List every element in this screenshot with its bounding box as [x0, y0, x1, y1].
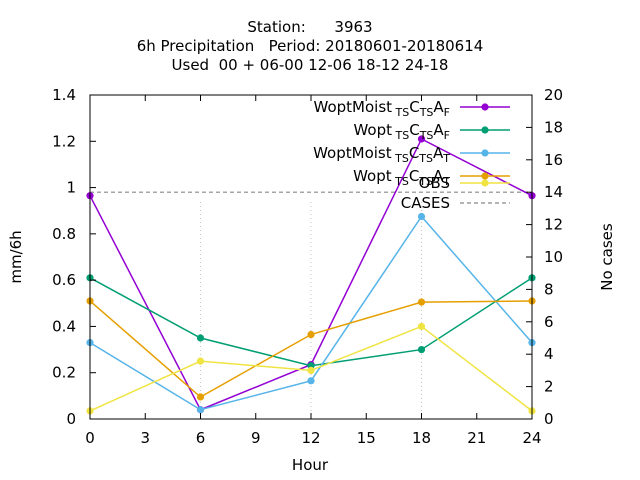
x-tick-label: 21 [467, 429, 486, 447]
data-series [86, 135, 536, 415]
legend-label: WoptMoist TSCTSAT [313, 144, 450, 165]
series-point [196, 393, 205, 401]
chart-title: Station: 3963 6h Precipitation Period: 2… [137, 18, 484, 74]
y2-tick-label: 0 [544, 410, 554, 428]
y2-tick-label: 16 [544, 151, 563, 169]
legend-entry: Wopt TSCTSAT [353, 167, 510, 188]
y-tick-label: 1.4 [52, 86, 76, 104]
y2-tick-label: 4 [544, 345, 554, 363]
series-line [89, 277, 533, 367]
y2-tick-label: 18 [544, 118, 563, 136]
y-tick-label: 0 [66, 410, 76, 428]
legend-label: Wopt TSCTSAT [353, 167, 450, 188]
legend-entry: WoptMoist TSCTSAT [313, 144, 510, 165]
legend-label: OBS [419, 174, 450, 192]
title-line-2: 6h Precipitation Period: 20180601-201806… [137, 37, 484, 55]
legend-marker [481, 126, 489, 134]
title-line-1: Station: 3963 [247, 18, 372, 36]
legend-label: Wopt TSCTSAF [353, 121, 450, 142]
y2-tick-label: 12 [544, 216, 563, 234]
legend-label: CASES [401, 194, 450, 212]
y2-tick-label: 14 [544, 183, 563, 201]
legend-entry: OBS [419, 174, 510, 192]
y-tick-label: 0.6 [52, 271, 76, 289]
series-point [196, 357, 205, 365]
legend-entry: WoptMoist TSCTSAF [314, 98, 510, 119]
series-point [417, 135, 426, 143]
x-tick-label: 9 [251, 429, 261, 447]
y2-tick-label: 2 [544, 378, 554, 396]
series-point [196, 334, 205, 342]
x-tick-labels: 0 3 6 9 12 15 18 21 24 [85, 429, 541, 447]
series-3 [86, 297, 536, 401]
y-tick-label: 0.8 [52, 225, 76, 243]
x-axis-title: Hour [292, 456, 329, 474]
x-tick-label: 15 [357, 429, 376, 447]
series-point [307, 366, 315, 374]
y2-tick-label: 6 [544, 313, 554, 331]
y-tick-label: 1.2 [52, 132, 76, 150]
x-tick-label: 18 [412, 429, 431, 447]
y-tick-labels: 0 0.2 0.4 0.6 0.8 1 1.2 1.4 [52, 86, 76, 428]
series-point [196, 406, 205, 414]
legend-label: WoptMoist TSCTSAF [314, 98, 451, 119]
legend-marker [481, 103, 489, 111]
y-tick-label: 1 [66, 179, 76, 197]
y2-tick-label: 10 [544, 248, 563, 266]
series-2 [86, 212, 536, 414]
legend-marker [481, 179, 489, 187]
y2-tick-labels: 0 2 4 6 8 10 12 14 16 18 20 [544, 86, 563, 428]
grid [200, 199, 422, 419]
x-tick-label: 3 [140, 429, 150, 447]
y-tick-label: 0.2 [52, 364, 76, 382]
x-tick-label: 6 [196, 429, 206, 447]
x-tick-label: 24 [522, 429, 541, 447]
series-point [307, 377, 315, 385]
legend-marker [481, 172, 489, 180]
y2-tick-label: 8 [544, 280, 554, 298]
series-1 [86, 274, 536, 370]
title-line-3: Used 00 + 06-00 12-06 18-12 24-18 [172, 56, 449, 74]
axis-ticks [89, 94, 533, 420]
legend-entry: Wopt TSCTSAF [353, 121, 510, 142]
y2-axis-title: No cases [598, 223, 616, 291]
x-tick-label: 12 [301, 429, 320, 447]
legend-marker [481, 149, 489, 157]
series-point [417, 345, 426, 354]
series-point [417, 322, 426, 331]
legend-entry-cases: CASES [401, 194, 510, 212]
series-point [307, 330, 315, 339]
series-point [417, 298, 426, 306]
series-point [417, 212, 426, 221]
y2-tick-label: 20 [544, 86, 563, 104]
x-tick-label: 0 [85, 429, 95, 447]
y-axis-title: mm/6h [7, 230, 25, 283]
y-tick-label: 0.4 [52, 317, 76, 335]
